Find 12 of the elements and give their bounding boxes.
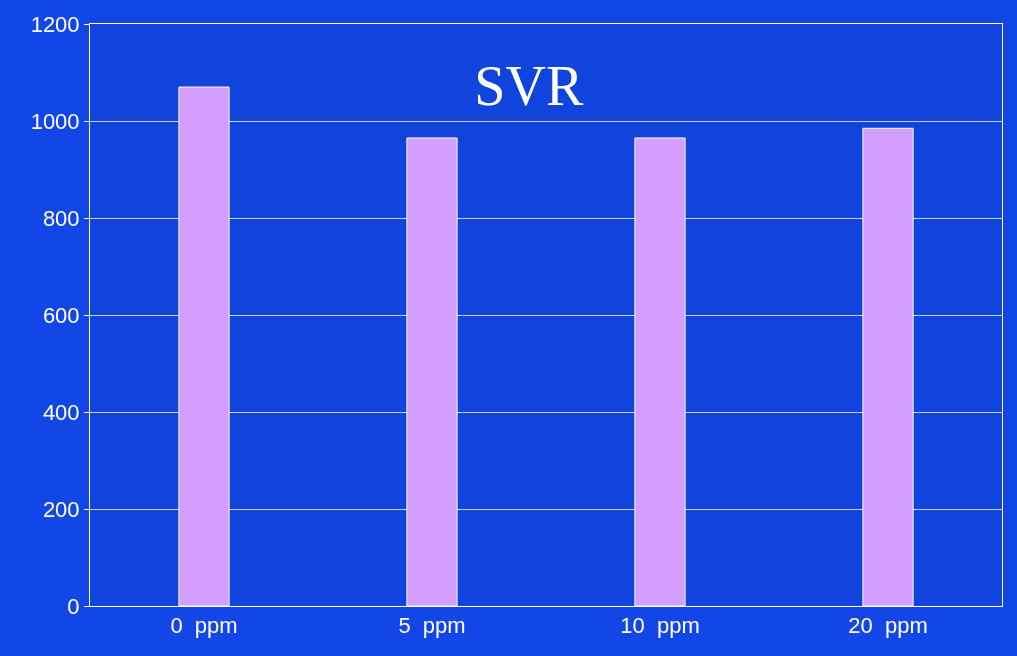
y-tick-label: 1200 bbox=[30, 11, 80, 37]
x-tick-label: 5 ppm bbox=[398, 613, 466, 639]
y-tick-label: 600 bbox=[42, 302, 80, 328]
x-tick-label: 0 ppm bbox=[170, 613, 238, 639]
y-tick-label: 800 bbox=[42, 205, 80, 231]
x-tick-label: 20 ppm bbox=[848, 613, 928, 639]
x-tick-label: 10 ppm bbox=[620, 613, 700, 639]
y-tick-label: 400 bbox=[42, 399, 80, 425]
y-tick-label: 0 bbox=[67, 593, 80, 619]
y-tick-label: 1000 bbox=[30, 108, 80, 134]
y-tick-label: 200 bbox=[42, 496, 80, 522]
text: SVR bbox=[474, 54, 584, 117]
